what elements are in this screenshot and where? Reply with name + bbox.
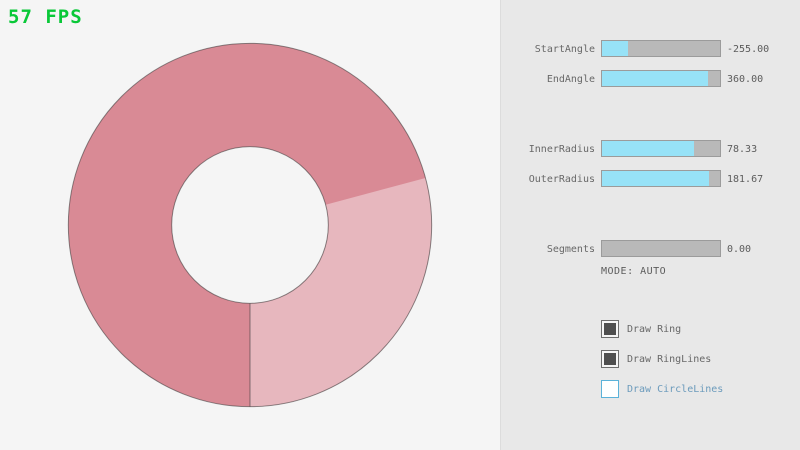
fps-counter: 57 FPS (8, 6, 83, 28)
outerradius-value: 181.67 (727, 174, 764, 185)
controls-panel: StartAngle -255.00 EndAngle 360.00 Inner… (500, 0, 800, 450)
ring-outline-inner (171, 146, 329, 304)
outerradius-label: OuterRadius (528, 174, 595, 185)
ring-light-segment (250, 177, 432, 407)
segments-value: 0.00 (727, 244, 752, 255)
startangle-slider[interactable] (601, 40, 721, 57)
mode-indicator: MODE: AUTO (601, 266, 667, 277)
slider-fill (602, 171, 710, 186)
draw-ringlines-checkbox-row[interactable]: Draw RingLines (601, 350, 711, 368)
draw-ringlines-checkbox[interactable] (601, 350, 619, 368)
endangle-slider[interactable] (601, 70, 721, 87)
segments-label: Segments (546, 244, 595, 255)
draw-circlelines-checkbox-row[interactable]: Draw CircleLines (601, 380, 723, 398)
ring-chart (67, 42, 433, 408)
startangle-value: -255.00 (727, 44, 770, 55)
draw-ring-label: Draw Ring (627, 323, 682, 335)
slider-fill (602, 141, 695, 156)
endangle-value: 360.00 (727, 74, 764, 85)
checkmark (604, 323, 616, 335)
draw-circlelines-checkbox[interactable] (601, 380, 619, 398)
segments-slider[interactable] (601, 240, 721, 257)
checkmark (604, 353, 616, 365)
outerradius-slider[interactable] (601, 170, 721, 187)
draw-ring-checkbox-row[interactable]: Draw Ring (601, 320, 681, 338)
endangle-label: EndAngle (546, 74, 595, 85)
draw-ringlines-label: Draw RingLines (627, 353, 712, 365)
slider-fill (602, 71, 709, 86)
draw-ring-checkbox[interactable] (601, 320, 619, 338)
innerradius-value: 78.33 (727, 144, 758, 155)
startangle-label: StartAngle (534, 44, 595, 55)
innerradius-label: InnerRadius (528, 144, 595, 155)
slider-fill (602, 41, 628, 56)
draw-circlelines-label: Draw CircleLines (627, 383, 724, 395)
innerradius-slider[interactable] (601, 140, 721, 157)
